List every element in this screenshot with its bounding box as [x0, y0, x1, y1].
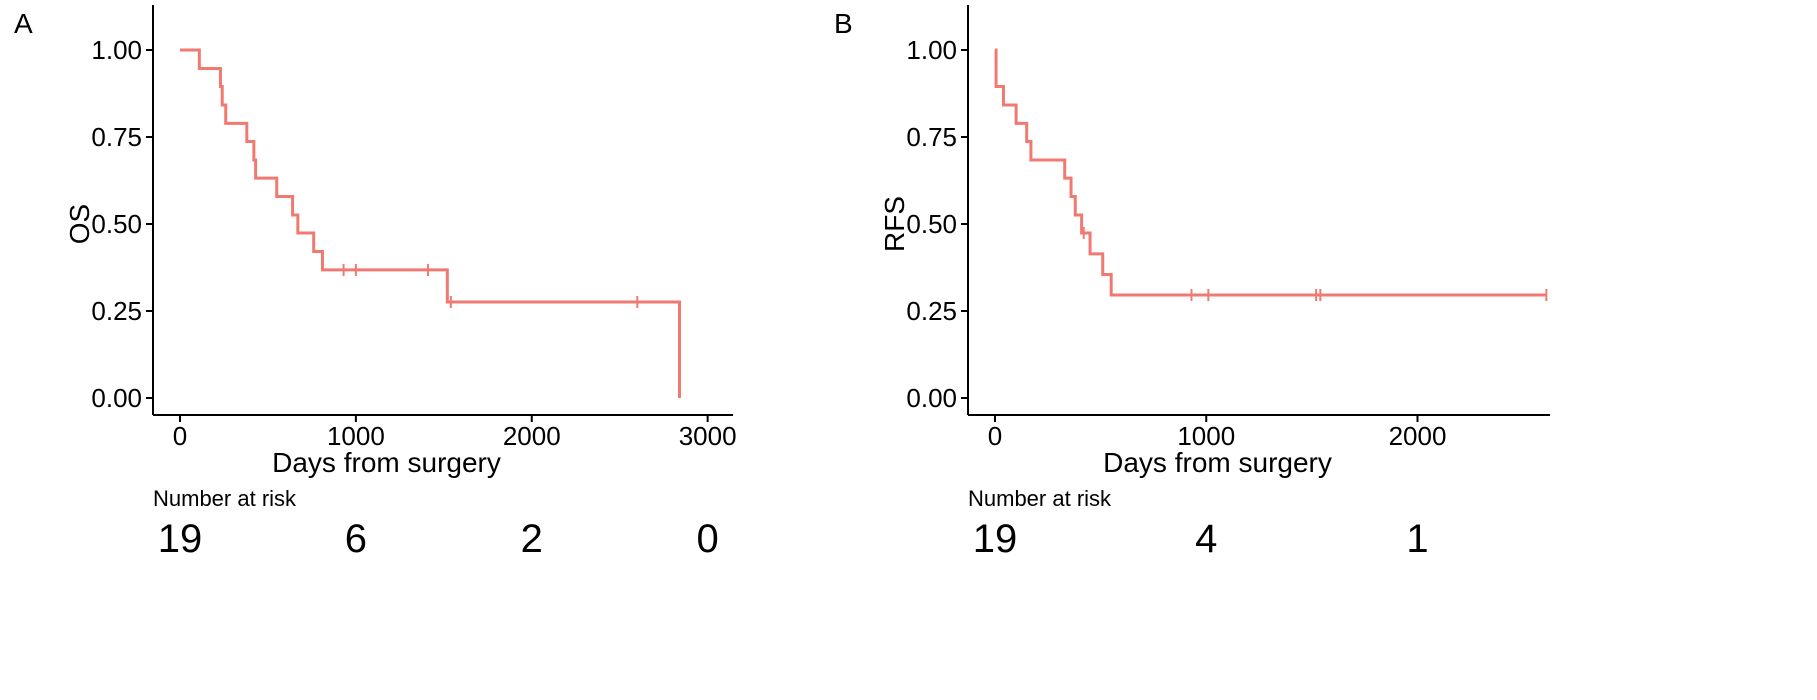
y-tick-label: 0.50: [906, 209, 957, 239]
risk-count: 1: [1406, 517, 1428, 561]
y-tick-label: 1.00: [91, 35, 142, 65]
risk-count: 19: [973, 517, 1018, 561]
y-tick-label: 0.75: [91, 122, 142, 152]
x-axis-title: Days from surgery: [1103, 447, 1332, 478]
y-axis-title: RFS: [879, 196, 910, 252]
km-curve: [180, 48, 681, 398]
y-tick-label: 1.00: [906, 35, 957, 65]
y-tick-label: 0.75: [906, 122, 957, 152]
y-tick-label: 0.00: [906, 383, 957, 413]
km-curve: [994, 48, 1547, 297]
risk-count: 6: [345, 517, 367, 561]
x-tick-label: 2000: [503, 421, 561, 451]
x-axis-title: Days from surgery: [272, 447, 501, 478]
y-axis-title: OS: [64, 204, 95, 244]
panel-label: A: [14, 8, 33, 39]
risk-count: 4: [1195, 517, 1217, 561]
y-tick-label: 0.25: [906, 296, 957, 326]
x-tick-label: 1000: [327, 421, 385, 451]
risk-count: 19: [158, 517, 203, 561]
y-tick-label: 0.50: [91, 209, 142, 239]
y-tick-label: 0.25: [91, 296, 142, 326]
panel-a: A 0.00 0.25 0.50 0.75 1.00 0 1000 2000 3000 Days f…: [14, 5, 737, 561]
x-tick-label: 2000: [1389, 421, 1447, 451]
x-tick-label: 0: [173, 421, 187, 451]
panel-label: B: [834, 8, 853, 39]
x-tick-label: 3000: [679, 421, 737, 451]
risk-count: 0: [697, 517, 719, 561]
y-tick-label: 0.00: [91, 383, 142, 413]
x-tick-label: 1000: [1177, 421, 1235, 451]
risk-count: 2: [521, 517, 543, 561]
risk-table-title: Number at risk: [968, 486, 1112, 511]
x-tick-label: 0: [988, 421, 1002, 451]
risk-table-title: Number at risk: [153, 486, 297, 511]
panel-b: B 0.00 0.25 0.50 0.75 1.00 0 1000 2000 Days from …: [834, 5, 1550, 561]
